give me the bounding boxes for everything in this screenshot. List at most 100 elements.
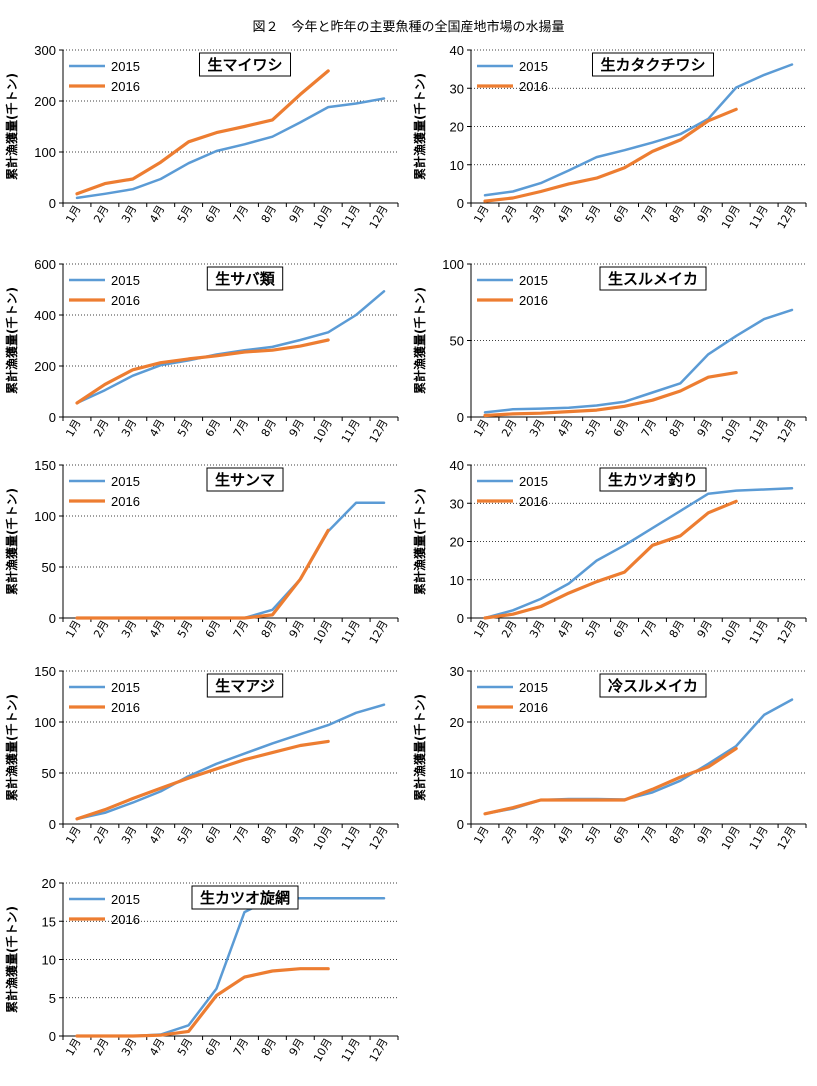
chart-title: 冷スルメイカ	[608, 677, 698, 695]
x-tick-label: 6月	[203, 618, 223, 640]
x-tick-label: 6月	[203, 417, 223, 439]
y-tick-label: 10	[450, 766, 464, 781]
y-tick-label: 0	[457, 817, 464, 832]
y-tick-label: 100	[34, 145, 56, 160]
x-tick-label: 11月	[339, 417, 363, 445]
x-tick-label: 12月	[367, 824, 391, 852]
x-tick-label: 12月	[775, 618, 799, 646]
y-tick-label: 30	[450, 664, 464, 679]
x-tick-label: 7月	[231, 203, 251, 225]
x-tick-label: 7月	[639, 203, 659, 225]
x-tick-label: 9月	[695, 417, 715, 439]
y-tick-label: 40	[450, 458, 464, 473]
legend-label-2015: 2015	[111, 892, 140, 907]
legend-label-2015: 2015	[111, 273, 140, 288]
y-tick-label: 15	[42, 914, 56, 929]
chart-title-box	[191, 885, 299, 910]
chart-7: 0 50 100 150 1月 2月 3月 4月 5月 6月 7月 8月 9月 10月 11月 12月 累計漁獲…	[4, 664, 399, 852]
x-tick-label: 12月	[367, 1036, 391, 1064]
legend-label-2016: 2016	[111, 293, 140, 308]
chart-title-box	[599, 266, 707, 291]
x-tick-label: 4月	[555, 417, 575, 439]
chart-title: 生サバ類	[215, 270, 275, 288]
y-axis-label: 累計漁獲量(千トン)	[4, 287, 19, 394]
chart-panel-7: 0 50 100 150 1月 2月 3月 4月 5月 6月 7月 8月 9月 10月 11月 12月 累計漁獲…	[0, 656, 405, 861]
x-tick-label: 1月	[63, 618, 83, 640]
x-tick-label: 4月	[147, 1036, 167, 1058]
y-tick-label: 100	[34, 715, 56, 730]
x-tick-label: 1月	[63, 203, 83, 225]
y-tick-label: 100	[34, 509, 56, 524]
legend-label-2016: 2016	[519, 79, 548, 94]
x-tick-label: 12月	[775, 824, 799, 852]
legend-label-2015: 2015	[519, 59, 548, 74]
x-tick-label: 2月	[499, 824, 519, 846]
chart-5: 0 50 100 150 1月 2月 3月 4月 5月 6月 7月 8月 9月 10月 11月 12月 累計漁獲…	[4, 458, 399, 646]
x-tick-label: 5月	[175, 824, 195, 846]
chart-9: 0 5 10 15 20 1月 2月 3月 4月 5月 6月 7月 8月 9月 10月 11月 12月 累計漁獲量…	[4, 876, 399, 1064]
x-tick-label: 6月	[203, 1036, 223, 1058]
chart-4: 0 50 100 1月 2月 3月 4月 5月 6月 7月 8月 9月 10月 11月 12月 累計漁獲量(千…	[412, 257, 807, 445]
y-tick-label: 150	[34, 664, 56, 679]
chart-panel-6: 0 10 20 30 40 1月 2月 3月 4月 5月 6月 7月 8月 9月 10月 11月 12月 累計漁獲…	[408, 450, 813, 655]
y-tick-label: 200	[34, 94, 56, 109]
chart-panel-8: 0 10 20 30 1月 2月 3月 4月 5月 6月 7月 8月 9月 10月 11月 12月 累計漁獲量(…	[408, 656, 813, 861]
x-tick-label: 2月	[91, 618, 111, 640]
x-tick-label: 1月	[471, 203, 491, 225]
y-tick-label: 50	[42, 766, 56, 781]
y-axis-label: 累計漁獲量(千トン)	[4, 906, 19, 1013]
legend-label-2015: 2015	[111, 680, 140, 695]
x-tick-label: 2月	[91, 417, 111, 439]
chart-panel-4: 0 50 100 1月 2月 3月 4月 5月 6月 7月 8月 9月 10月 11月 12月 累計漁獲量(千…	[408, 249, 813, 454]
x-tick-label: 12月	[367, 203, 391, 231]
legend-label-2016: 2016	[519, 700, 548, 715]
chart-title-box	[198, 52, 292, 77]
x-tick-label: 4月	[147, 618, 167, 640]
x-tick-label: 11月	[747, 417, 771, 445]
series-line-2016	[75, 967, 330, 1038]
y-tick-label: 0	[457, 611, 464, 626]
x-tick-label: 6月	[611, 824, 631, 846]
series-line-2016	[75, 338, 330, 405]
legend-label-2015: 2015	[111, 474, 140, 489]
y-tick-label: 100	[442, 257, 464, 272]
x-tick-label: 1月	[63, 824, 83, 846]
x-tick-label: 4月	[555, 203, 575, 225]
x-tick-label: 4月	[147, 203, 167, 225]
y-tick-label: 200	[34, 359, 56, 374]
x-tick-label: 12月	[775, 417, 799, 445]
series-line-2016	[75, 739, 330, 821]
series-line-2015	[483, 308, 794, 414]
series-line-2015	[483, 63, 794, 197]
x-tick-label: 5月	[583, 824, 603, 846]
series-line-2015	[75, 501, 386, 620]
x-tick-label: 5月	[175, 1036, 195, 1058]
legend-label-2015: 2015	[519, 680, 548, 695]
x-tick-label: 3月	[119, 618, 139, 640]
y-tick-label: 20	[450, 120, 464, 135]
chart-title: 生カタクチワシ	[600, 56, 705, 74]
series-line-2016	[483, 746, 738, 816]
chart-1: 0 100 200 300 1月 2月 3月 4月 5月 6月 7月 8月 9月 10月 11月 12月 累計漁…	[4, 43, 399, 231]
x-tick-label: 7月	[639, 824, 659, 846]
x-tick-label: 7月	[231, 618, 251, 640]
y-axis-label: 累計漁獲量(千トン)	[4, 694, 19, 801]
chart-title: 生カツオ釣り	[608, 471, 698, 489]
x-tick-label: 7月	[231, 1036, 251, 1058]
series-line-2016	[75, 528, 330, 620]
x-tick-label: 11月	[747, 203, 771, 231]
y-tick-label: 0	[49, 410, 56, 425]
x-tick-label: 12月	[775, 203, 799, 231]
y-tick-label: 20	[450, 535, 464, 550]
x-tick-label: 5月	[175, 417, 195, 439]
legend-label-2016: 2016	[111, 700, 140, 715]
x-tick-label: 8月	[667, 824, 687, 846]
x-tick-label: 8月	[259, 618, 279, 640]
x-tick-label: 11月	[747, 824, 771, 852]
x-tick-label: 3月	[119, 417, 139, 439]
x-tick-label: 2月	[499, 618, 519, 640]
chart-panel-2: 0 10 20 30 40 1月 2月 3月 4月 5月 6月 7月 8月 9月 10月 11月 12月 累計漁獲…	[408, 35, 813, 240]
y-tick-label: 10	[42, 953, 56, 968]
x-tick-label: 3月	[119, 203, 139, 225]
x-tick-label: 4月	[555, 824, 575, 846]
